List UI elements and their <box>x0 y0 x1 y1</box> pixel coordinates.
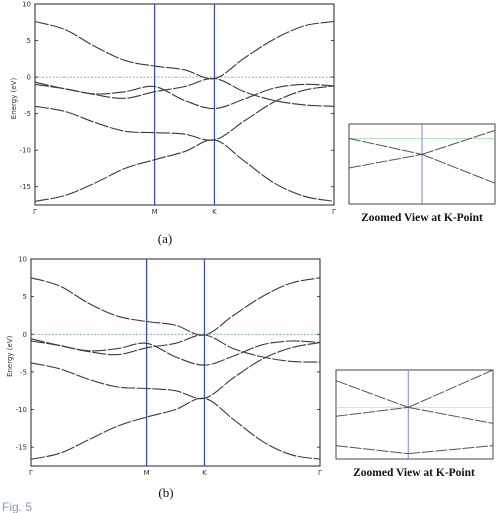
y-tick-label: -15 <box>20 183 31 191</box>
zoom-band-segment-5 <box>335 445 409 455</box>
y-tick-label: 5 <box>27 37 31 45</box>
band-line-5 <box>34 20 335 80</box>
x-tick-label: M <box>144 469 150 477</box>
x-tick-label: K <box>202 469 207 477</box>
y-tick-label: 10 <box>22 1 31 9</box>
band-line-1 <box>30 397 321 460</box>
x-tick-label: Γ <box>318 469 322 477</box>
zoom-caption: Zoomed View at K-Point <box>361 212 483 224</box>
band-line-2 <box>34 85 335 141</box>
zoom-band-segment-1 <box>335 380 409 408</box>
zoom-frame <box>335 369 494 460</box>
y-tick-label: -10 <box>16 406 27 414</box>
y-tick-label: -15 <box>16 444 27 452</box>
zoom-band-segment-3 <box>348 153 423 169</box>
zoom-band-segment-3 <box>335 406 409 417</box>
zoom-band-segment-2 <box>408 369 494 408</box>
y-tick-label: -5 <box>24 110 31 118</box>
zoom-band-segment-6 <box>408 445 494 455</box>
zoom-inset <box>348 123 496 205</box>
x-tick-label: Γ <box>332 208 336 216</box>
panel-label: (a) <box>158 231 172 246</box>
band-line-4 <box>34 81 335 110</box>
figure-caption-fragment: Fig. 5 <box>2 500 32 513</box>
plot-frame <box>30 258 321 467</box>
x-tick-label: Γ <box>29 469 33 477</box>
y-tick-label: 0 <box>23 331 27 339</box>
band-line-1 <box>34 139 335 202</box>
y-axis-label: Energy (eV) <box>6 335 14 377</box>
band-line-5 <box>30 277 321 336</box>
y-tick-label: 5 <box>23 293 27 301</box>
zoom-inset <box>335 369 494 460</box>
band-line-2 <box>30 342 321 400</box>
y-tick-label: -5 <box>20 368 27 376</box>
zoom-band-segment-4 <box>408 406 494 424</box>
zoom-band-segment-4 <box>421 153 496 184</box>
band-line-4 <box>30 338 321 366</box>
y-axis-label: Energy (eV) <box>10 78 18 120</box>
zoom-caption: Zoomed View at K-Point <box>353 467 475 479</box>
y-tick-label: 10 <box>18 256 27 264</box>
zoom-band-segment-1 <box>348 137 423 155</box>
plot-frame <box>34 3 335 206</box>
y-tick-label: 0 <box>27 74 31 82</box>
x-tick-label: K <box>212 208 217 216</box>
y-tick-label: -10 <box>20 147 31 155</box>
panel-label: (b) <box>158 485 173 500</box>
zoom-band-segment-2 <box>421 129 496 155</box>
band-panel-b: 10 5 0 -5 -10 -15 Γ M K Γ Energy (eV) Zoomed View a… <box>6 256 494 500</box>
x-tick-label: M <box>152 208 158 216</box>
x-tick-label: Γ <box>33 208 37 216</box>
band-panel-a: 10 5 0 -5 -10 -15 Γ M K Γ Energy (eV) Zoomed View a… <box>10 1 496 246</box>
